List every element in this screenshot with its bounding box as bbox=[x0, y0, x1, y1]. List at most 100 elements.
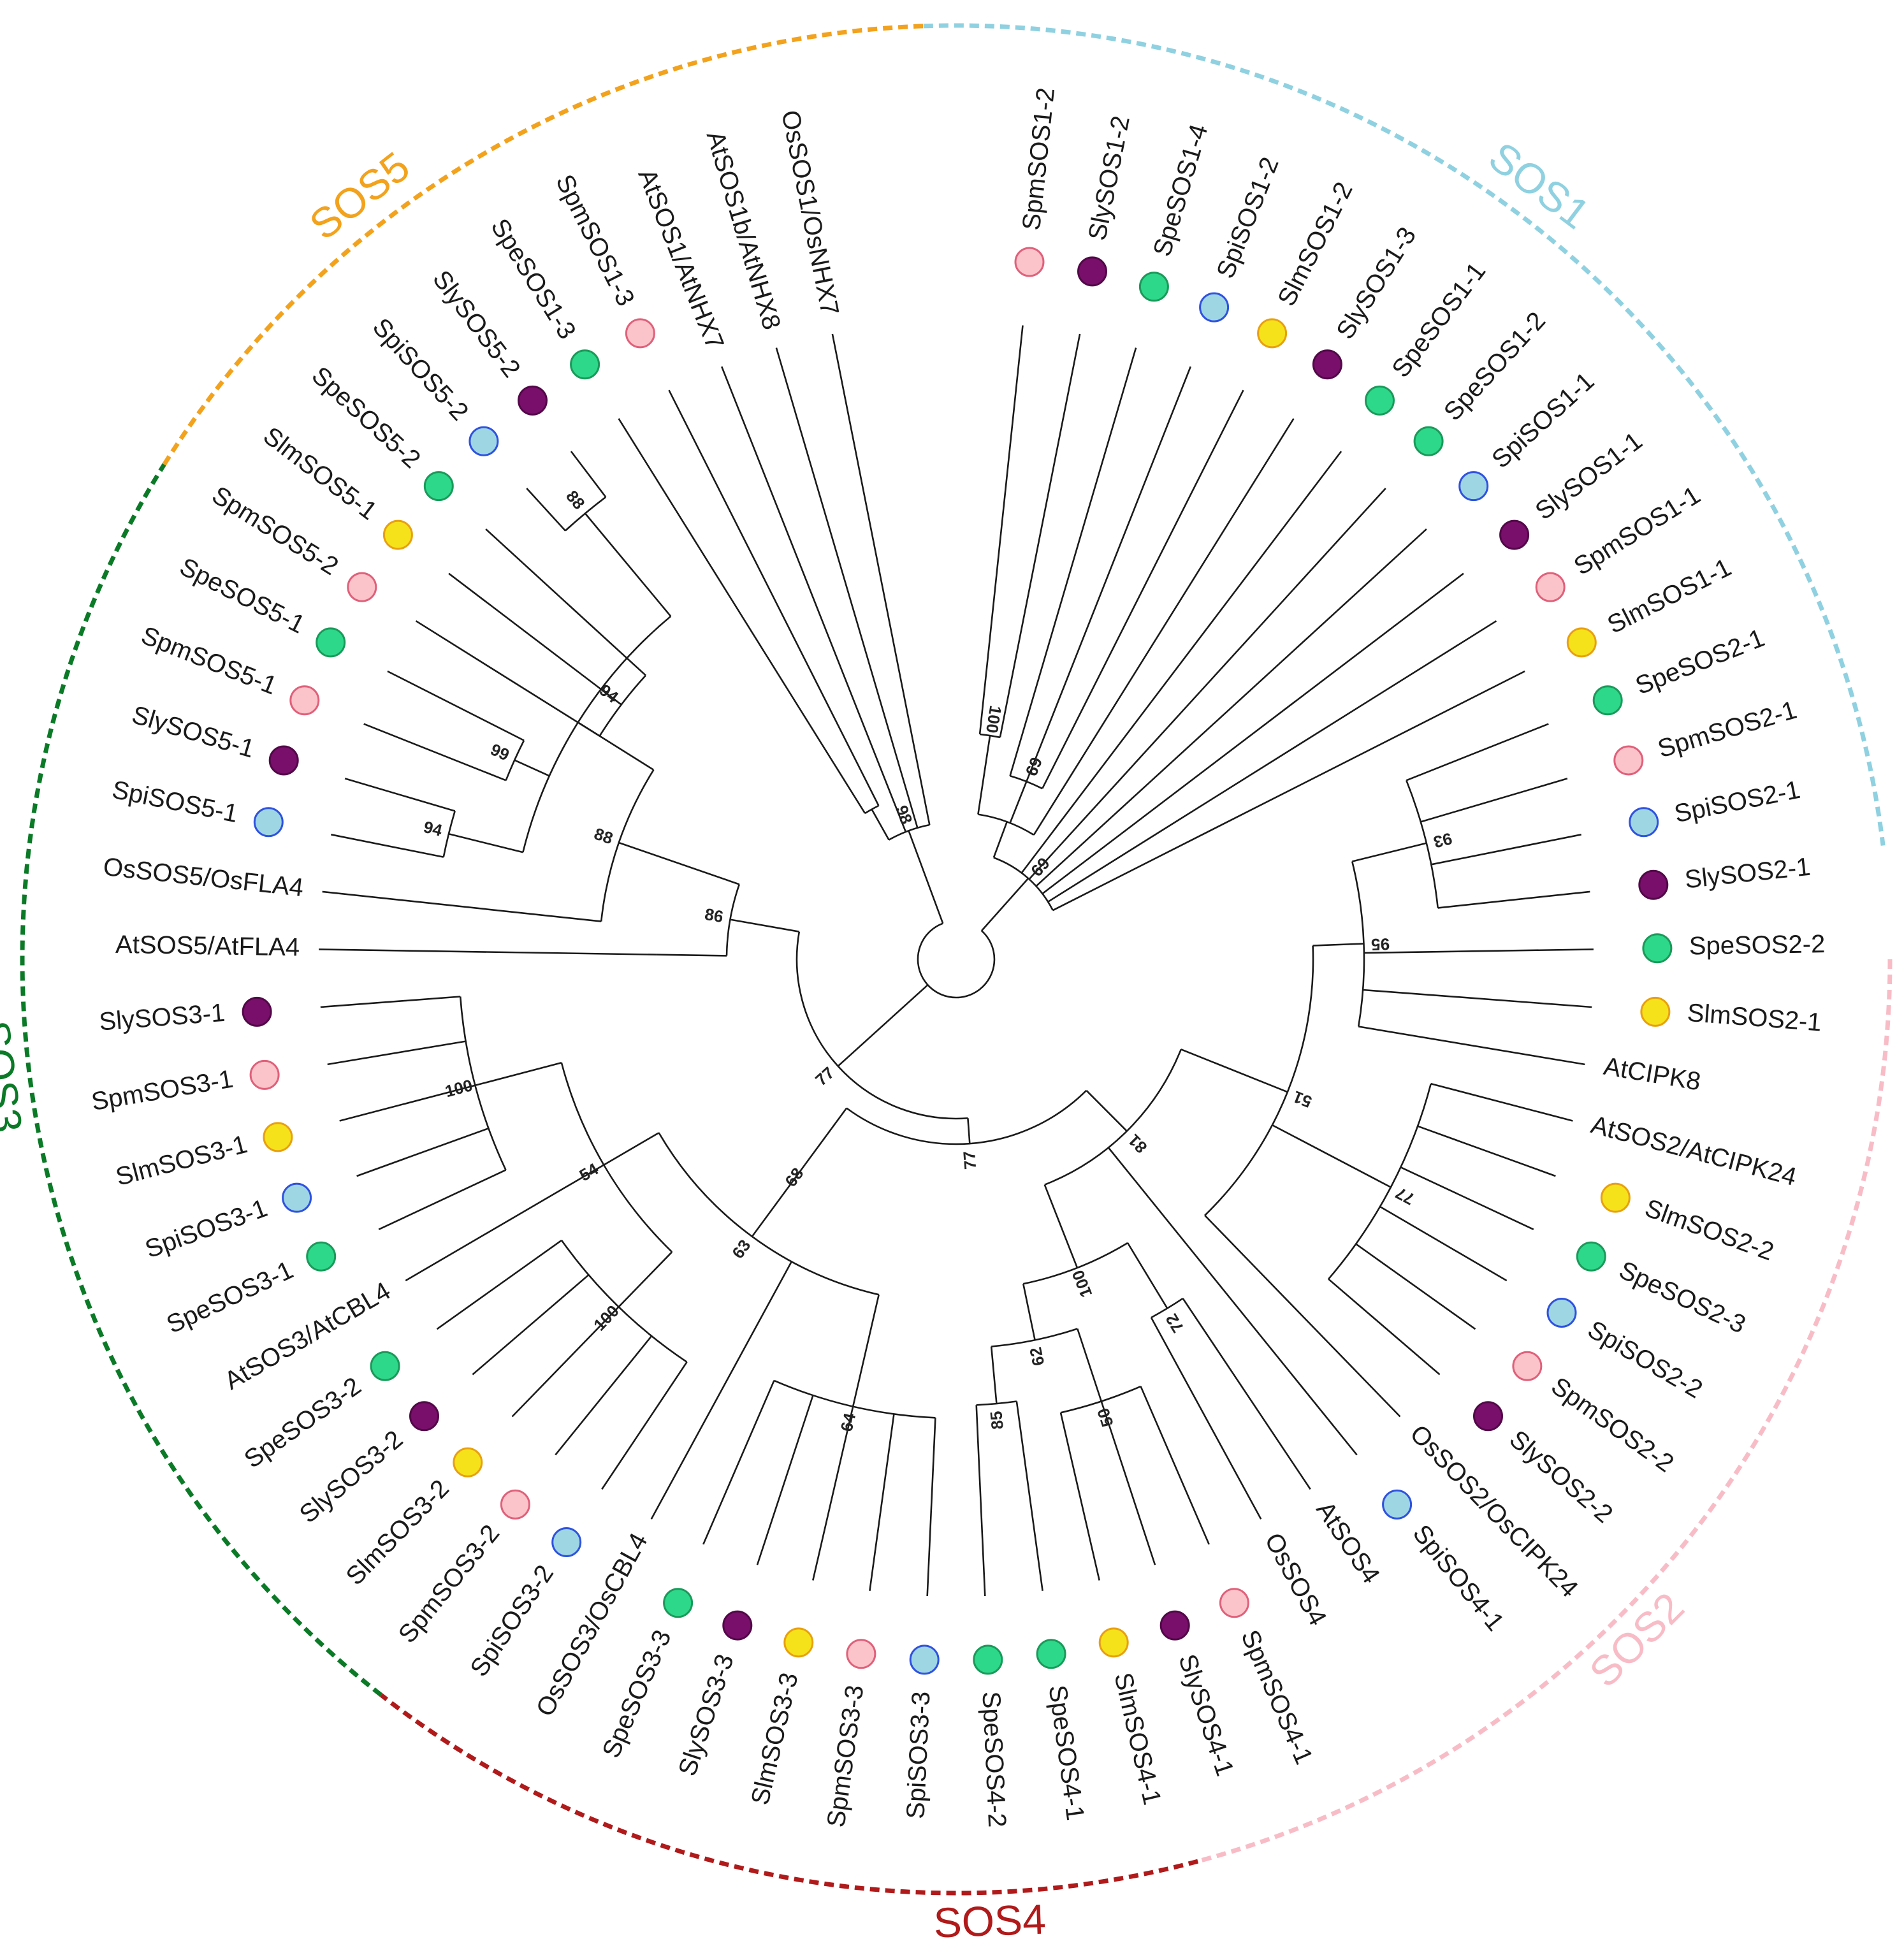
node-2-0-arc bbox=[725, 883, 741, 956]
species-marker-spe bbox=[316, 627, 346, 658]
node-2-1-0-0-branch bbox=[751, 1164, 806, 1237]
leaf-label: SlySOS4-1 bbox=[1173, 1651, 1239, 1780]
node-2-1-0-0-0-0-3-branch bbox=[327, 1040, 466, 1066]
node-2-1-0-0-0-branch bbox=[603, 1132, 660, 1166]
node-2-1-1-2-1-0-0-branch bbox=[1406, 723, 1549, 781]
node-2-1-1-0-1-0-branch bbox=[1182, 1298, 1311, 1490]
species-marker-sly bbox=[722, 1610, 753, 1641]
leaf-label: OsSOS1/OsNHX7 bbox=[776, 108, 844, 317]
bootstrap-value: 77 bbox=[811, 1063, 838, 1090]
leaf-label: AtCIPK8 bbox=[1602, 1052, 1703, 1096]
node-0-0-0-branch bbox=[977, 735, 991, 815]
node-2-1-0-0-0-2-0-branch bbox=[601, 1361, 688, 1490]
leaf-label: SlySOS3-3 bbox=[673, 1651, 739, 1780]
leaf-label: SpeSOS5-2 bbox=[307, 361, 426, 474]
species-marker-sly bbox=[242, 996, 272, 1027]
leaf-label: AtSOS4 bbox=[1311, 1497, 1385, 1589]
node-2-0-1-0-branch bbox=[322, 890, 602, 922]
leaf-label: OsSOS4 bbox=[1259, 1528, 1332, 1630]
node-0-1-branch bbox=[1021, 451, 1342, 874]
node-1-branch bbox=[908, 830, 944, 924]
node-2-1-1-0-0-branch bbox=[1022, 1283, 1036, 1340]
node-2-1-1-2-1-3-branch bbox=[1358, 1026, 1585, 1066]
leaf-label: SpmSOS3-1 bbox=[89, 1065, 235, 1116]
leaf-label: SpiSOS3-3 bbox=[901, 1691, 935, 1820]
node-1-arc bbox=[888, 824, 930, 841]
node-2-1-0-0-0-0-0-branch bbox=[378, 1169, 507, 1230]
node-2-0-1-arc bbox=[600, 769, 655, 922]
species-marker-spm bbox=[1512, 1351, 1543, 1381]
leaf-label: SpeSOS4-2 bbox=[977, 1691, 1012, 1828]
leaf-label: AtSOS1b/AtNHX8 bbox=[701, 128, 786, 333]
node-2-1-0-0-0-1-branch bbox=[405, 1164, 604, 1282]
bootstrap-value: 95 bbox=[1371, 934, 1390, 954]
node-2-1-0-0-0-2-arc bbox=[560, 1240, 688, 1363]
node-1-0-1-branch bbox=[668, 389, 880, 806]
species-marker-spe bbox=[1576, 1241, 1606, 1272]
bootstrap-value: 100 bbox=[982, 704, 1005, 734]
leaf-label: SpeSOS3-3 bbox=[597, 1626, 677, 1762]
node-2-1-0-0-0-0-branch bbox=[475, 1062, 562, 1087]
node-2-0-0-0-branch bbox=[319, 948, 657, 955]
node-0-0-1-branch bbox=[1009, 781, 1028, 824]
leaf-label: SpeSOS4-1 bbox=[1043, 1683, 1090, 1822]
node-0-3-branch bbox=[1035, 528, 1427, 887]
species-marker-spi bbox=[1382, 1489, 1413, 1520]
node-1-0-branch bbox=[871, 809, 890, 841]
species-marker-spe bbox=[570, 349, 600, 380]
species-marker-slm bbox=[1257, 318, 1288, 349]
node-2-1-1-2-1-0-branch bbox=[1351, 842, 1427, 862]
node-2-1-0-0-0-0-2-branch bbox=[339, 1084, 476, 1122]
node-2-1-1-2-2-3-branch bbox=[1379, 1205, 1508, 1282]
species-marker-spi bbox=[1546, 1298, 1577, 1328]
node-2-0-1-1-3-1-branch bbox=[570, 451, 607, 498]
group-arc-sos4 bbox=[379, 1693, 1199, 1896]
leaf-label: OsSOS2/OsCIPK24 bbox=[1404, 1419, 1583, 1603]
leaf-label: SpeSOS2-2 bbox=[1689, 930, 1826, 960]
node-2-0-1-1-2-arc bbox=[599, 674, 646, 737]
bootstrap-value: 51 bbox=[1290, 1087, 1314, 1112]
node-1-0-arc bbox=[864, 804, 879, 815]
node-2-1-0-0-2-branch bbox=[852, 1294, 880, 1407]
node-2-0-1-1-0-arc bbox=[442, 811, 456, 857]
bootstrap-value: 72 bbox=[1161, 1310, 1188, 1336]
species-marker-spi bbox=[282, 1182, 312, 1213]
node-2-0-1-1-1-1-branch bbox=[387, 670, 525, 741]
leaf-label: OsSOS5/OsFLA4 bbox=[102, 853, 305, 902]
node-2-1-0-branch bbox=[804, 1107, 848, 1165]
leaf-label: SlySOS5-2 bbox=[427, 265, 526, 382]
node-0-0-1-2-branch bbox=[1042, 389, 1244, 789]
species-marker-sly bbox=[1077, 256, 1107, 287]
node-2-1-1-2-0-branch bbox=[1204, 1214, 1401, 1418]
node-2-1-0-0-2-2-branch bbox=[812, 1406, 854, 1581]
group-label-sos5: SOS5 bbox=[301, 142, 418, 249]
node-0-6-branch bbox=[1052, 670, 1525, 911]
species-marker-slm bbox=[382, 519, 413, 550]
leaf-label: SlmSOS5-1 bbox=[258, 421, 382, 525]
leaf-label: SlmSOS3-1 bbox=[113, 1130, 250, 1191]
node-2-1-1-0-1-branch bbox=[1126, 1242, 1168, 1309]
node-0-0-0-1-branch bbox=[999, 333, 1081, 738]
node-2-1-0-0-0-2-1-branch bbox=[555, 1335, 653, 1456]
bootstrap-value: 69 bbox=[1022, 755, 1047, 779]
bootstrap-value: 63 bbox=[728, 1236, 754, 1262]
node-0-branch bbox=[980, 878, 1029, 932]
node-2-1-1-0-0-0-0-branch bbox=[1015, 1401, 1043, 1591]
node-2-1-0-0-arc bbox=[658, 1132, 879, 1296]
leaf-label: SpeSOS2-1 bbox=[1632, 624, 1769, 701]
node-0-4-branch bbox=[1042, 572, 1464, 895]
node-arc bbox=[917, 922, 996, 999]
node-2-1-0-0-0-0-1-branch bbox=[356, 1127, 489, 1177]
group-arc-sos5 bbox=[162, 24, 924, 466]
bootstrap-value: 100 bbox=[1068, 1267, 1096, 1300]
leaf-label: SpeSOS1-1 bbox=[1386, 258, 1491, 383]
node-2-1-1-2-1-2-branch bbox=[1363, 989, 1592, 1008]
leaf-label: SpmSOS5-1 bbox=[137, 621, 280, 701]
species-marker-spe bbox=[1592, 685, 1623, 716]
bootstrap-value: 77 bbox=[959, 1151, 980, 1170]
node-2-1-1-0-0-0-1-branch bbox=[975, 1405, 986, 1597]
node-0-0-branch bbox=[992, 821, 1008, 858]
node-2-1-1-2-1-0-3-branch bbox=[1437, 890, 1590, 909]
leaf-label: SpeSOS1-3 bbox=[485, 214, 581, 344]
bootstrap-value: 88 bbox=[562, 486, 589, 512]
